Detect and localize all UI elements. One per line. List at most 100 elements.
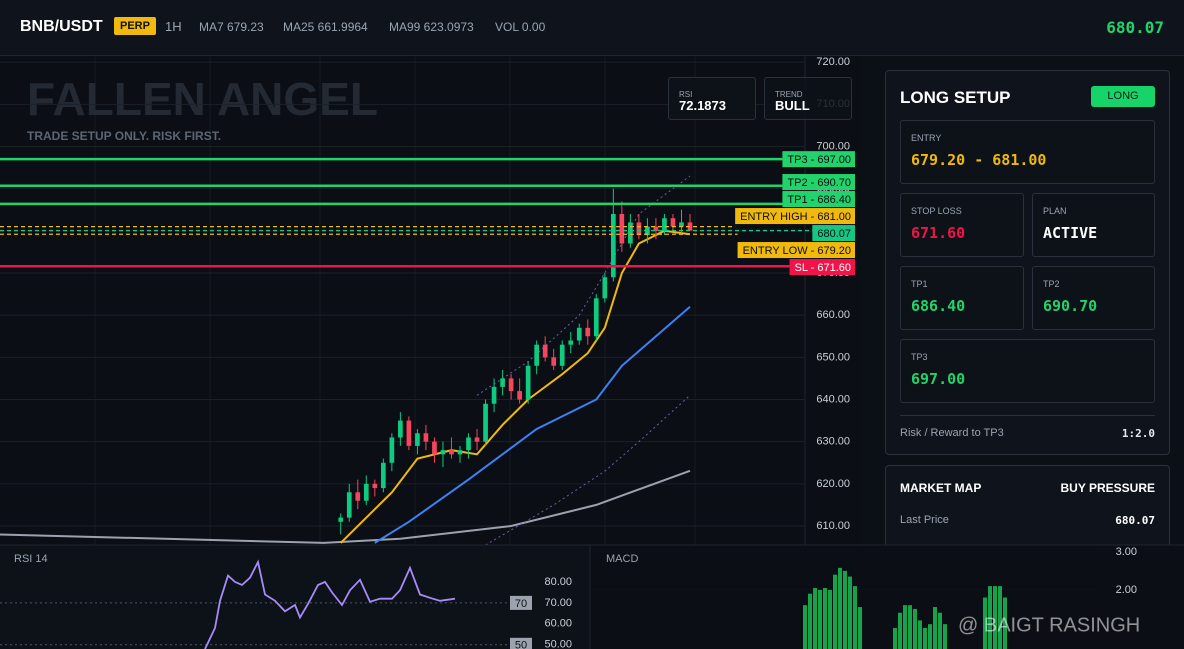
candle-body bbox=[662, 218, 667, 231]
interval[interactable]: 1H bbox=[165, 19, 182, 34]
candle-body bbox=[602, 277, 608, 299]
candle-body bbox=[338, 517, 344, 522]
ma-line bbox=[339, 229, 691, 544]
tp1-value: 686.40 bbox=[911, 297, 966, 315]
level-label-box bbox=[735, 208, 855, 225]
stat-value: BULL bbox=[775, 98, 810, 113]
ma25: MA25 661.9964 bbox=[283, 20, 368, 34]
candle-body bbox=[449, 450, 454, 455]
rr-value: 1:2.0 bbox=[1121, 427, 1155, 440]
y-tick-label: 620.00 bbox=[816, 478, 850, 490]
entry-value: 679.20 - 681.00 bbox=[911, 151, 1047, 169]
y-tick-label: 660.00 bbox=[816, 309, 850, 321]
candle-body bbox=[363, 483, 369, 501]
stat-value: 72.1873 bbox=[679, 98, 726, 113]
ma99: MA99 623.0973 bbox=[389, 20, 474, 34]
level-label-box bbox=[812, 225, 855, 242]
last-price: 680.07 bbox=[1106, 18, 1164, 37]
watermark-title: FALLEN ANGEL bbox=[27, 73, 378, 125]
plan-label: PLAN bbox=[1043, 206, 1067, 216]
candle-body bbox=[576, 327, 582, 341]
candle-body bbox=[628, 222, 633, 244]
entry-label: ENTRY bbox=[911, 133, 942, 143]
badge: PERP bbox=[114, 17, 156, 35]
rsi-panel bbox=[0, 545, 590, 649]
level-label-box bbox=[789, 259, 855, 276]
level-label: ENTRY LOW - 679.20 bbox=[743, 245, 851, 257]
level-label-box bbox=[782, 191, 855, 208]
candle-body bbox=[517, 391, 522, 400]
candle-body bbox=[474, 437, 480, 442]
y-tick-label: 720.00 bbox=[816, 56, 850, 68]
rr-label: Risk / Reward to TP3 bbox=[900, 427, 1004, 439]
trend-stat: TREND BULL bbox=[764, 77, 852, 120]
y-tick-label: 640.00 bbox=[816, 393, 850, 405]
candle-body bbox=[483, 403, 488, 442]
level-label: TP3 - 697.00 bbox=[787, 154, 851, 166]
candle-body bbox=[619, 213, 625, 244]
entry-box: ENTRY 679.20 - 681.00 bbox=[900, 120, 1155, 184]
level-label: TP2 - 690.70 bbox=[787, 177, 851, 189]
market-map-title: MARKET MAP bbox=[900, 481, 982, 495]
candle-body bbox=[389, 437, 395, 463]
tp2-label: TP2 bbox=[1043, 279, 1060, 289]
candle-body bbox=[525, 365, 531, 400]
candle-body bbox=[491, 386, 497, 404]
candle-body bbox=[466, 437, 471, 451]
candle-body bbox=[432, 441, 437, 455]
level-label: 680.07 bbox=[817, 228, 851, 240]
candle-body bbox=[380, 462, 386, 489]
level-label-box bbox=[782, 174, 855, 191]
ma-line bbox=[374, 305, 691, 544]
y-tick-label: 630.00 bbox=[816, 436, 850, 448]
level-label: SL - 671.60 bbox=[795, 262, 851, 274]
candle-body bbox=[670, 218, 676, 227]
tp2-box: TP2 690.70 bbox=[1032, 266, 1155, 330]
tp3-value: 697.00 bbox=[911, 370, 966, 388]
stop-loss-value: 671.60 bbox=[911, 224, 966, 242]
candle-body bbox=[551, 357, 557, 366]
row-value: 680.07 bbox=[1115, 514, 1155, 527]
setup-title: LONG SETUP bbox=[900, 88, 1011, 107]
candle-body bbox=[372, 483, 378, 489]
candle-body bbox=[585, 327, 591, 337]
candle-body bbox=[398, 420, 403, 438]
candle-body bbox=[534, 344, 540, 366]
candle-body bbox=[415, 433, 420, 446]
market-map-card: MARKET MAP BUY PRESSURE Last Price 680.0… bbox=[885, 465, 1170, 565]
symbol: BNB/USDT bbox=[20, 18, 103, 35]
volume: VOL 0.00 bbox=[495, 20, 546, 34]
candle-body bbox=[559, 344, 565, 366]
level-label-box bbox=[737, 242, 855, 259]
stat-label: RSI bbox=[679, 90, 693, 99]
candle-body bbox=[508, 378, 514, 392]
tp3-label: TP3 bbox=[911, 352, 928, 362]
tp1-box: TP1 686.40 bbox=[900, 266, 1024, 330]
candle-body bbox=[355, 492, 361, 501]
y-tick-label: 610.00 bbox=[816, 520, 850, 532]
candle-body bbox=[653, 226, 659, 231]
candle-body bbox=[636, 222, 642, 236]
candle-body bbox=[679, 222, 684, 227]
watermark-subtitle: TRADE SETUP ONLY. RISK FIRST. bbox=[27, 129, 221, 143]
header: BNB/USDT PERP 1H MA7 679.23 MA25 661.996… bbox=[0, 0, 1184, 56]
market-map-status: BUY PRESSURE bbox=[1060, 481, 1155, 495]
level-label-box bbox=[782, 151, 855, 168]
y-tick-label: 700.00 bbox=[816, 140, 850, 152]
stop-loss-box: STOP LOSS 671.60 bbox=[900, 193, 1024, 257]
plan-box: PLAN ACTIVE bbox=[1032, 193, 1155, 257]
rsi-stat: RSI 72.1873 bbox=[668, 77, 756, 120]
tp3-box: TP3 697.00 bbox=[900, 339, 1155, 403]
tp1-label: TP1 bbox=[911, 279, 928, 289]
candle-body bbox=[406, 420, 412, 446]
candle-body bbox=[500, 378, 505, 387]
plan-value: ACTIVE bbox=[1043, 224, 1098, 242]
candle-body bbox=[440, 450, 446, 455]
candle-body bbox=[346, 492, 352, 518]
setup-badge[interactable]: LONG bbox=[1091, 86, 1155, 107]
divider bbox=[900, 415, 1155, 416]
candle-body bbox=[593, 298, 599, 337]
candle-body bbox=[423, 433, 429, 442]
candle-body bbox=[457, 450, 463, 455]
